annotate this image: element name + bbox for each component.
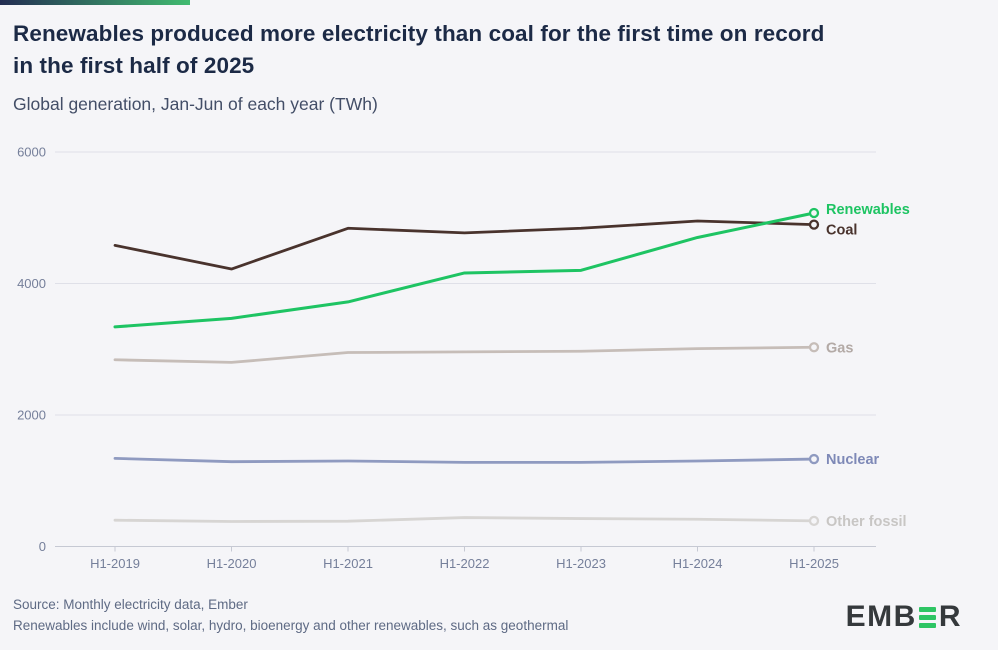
x-tick-label-h1-2019: H1-2019 [90,556,140,571]
page-title: Renewables produced more electricity tha… [13,18,988,82]
y-tick-label-0: 0 [39,539,46,554]
line-other-fossil [113,516,816,523]
endpoint-marker-gas [808,342,820,353]
endpoint-marker-nuclear [808,453,820,465]
x-tick-label-h1-2020: H1-2020 [207,556,257,571]
y-tick-label-6000: 6000 [17,145,46,160]
endpoint-marker-renewables [808,207,820,219]
ember-logo-green-e-icon [918,606,936,628]
x-tick-label-h1-2021: H1-2021 [323,556,373,571]
series-label-other-fossil: Other fossil [826,514,907,530]
y-tick-label-4000: 4000 [17,276,46,291]
series-label-renewables: Renewables [826,202,910,218]
x-tick-label-h1-2024: H1-2024 [673,556,723,571]
ember-logo-bar [918,606,936,612]
chart-svg: 0 2000 4000 6000 H1-2019 H1-2020 H1-2021 H1-202… [17,145,910,572]
title-line-2: in the first half of 2025 [13,53,255,78]
endpoint-marker-coal [808,219,820,230]
x-tick-label-h1-2023: H1-2023 [556,556,606,571]
chart-subtitle: Global generation, Jan-Jun of each year … [13,94,378,114]
title-line-1: Renewables produced more electricity tha… [13,21,825,46]
source-note: Source: Monthly electricity data, Ember [13,597,248,612]
line-renewables [113,211,816,329]
header: Renewables produced more electricity tha… [13,18,988,115]
ember-logo-text-emb: EMB [845,600,917,633]
series-label-gas: Gas [826,340,853,356]
accent-bar [0,0,190,5]
chart-area: 0 2000 4000 6000 H1-2019 H1-2020 H1-2021 H1-202… [0,130,998,585]
ember-logo: EMB R [846,602,962,632]
endpoint-marker-other-fossil [808,515,820,527]
line-nuclear [113,456,816,464]
renewables-definition-note: Renewables include wind, solar, hydro, b… [13,618,569,633]
x-tick-label-h1-2022: H1-2022 [440,556,490,571]
line-gas [113,345,816,364]
x-tick-label-h1-2025: H1-2025 [789,556,839,571]
ember-logo-bar [918,622,936,628]
line-coal [113,219,816,271]
y-tick-label-2000: 2000 [17,408,46,423]
series-label-coal: Coal [826,223,857,239]
series-label-nuclear: Nuclear [826,452,880,468]
ember-logo-bar [918,614,936,620]
ember-logo-text-r: R [938,600,962,633]
footer: Source: Monthly electricity data, Ember … [13,594,985,636]
